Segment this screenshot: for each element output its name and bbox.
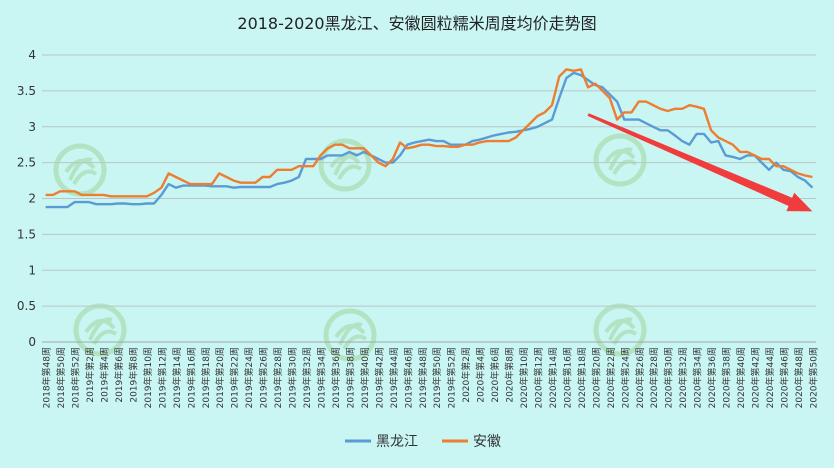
x-tick-label: 2019年第14周 [171,347,183,408]
x-tick-label: 2020年第6周 [489,347,501,403]
x-tick-label: 2020年第34周 [692,347,704,408]
watermark-logo [76,306,124,354]
y-tick-label: 3.5 [17,84,36,98]
x-tick-label: 2020年第48周 [793,347,805,408]
x-tick-label: 2019年第18周 [200,347,212,408]
y-tick-label: 0 [28,335,36,349]
x-tick-label: 2018年第52周 [70,347,82,408]
watermark-logo [596,306,644,354]
x-tick-label: 2020年第16周 [561,347,573,408]
y-tick-label: 0.5 [17,299,36,313]
x-tick-label: 2019年第44周 [388,347,400,408]
trend-arrow-shape [587,113,813,212]
x-tick-label: 2019年第16周 [185,347,197,408]
x-tick-label: 2020年第26周 [634,347,646,408]
x-tick-label: 2020年第42周 [750,347,762,408]
x-tick-label: 2019年第12周 [156,347,168,408]
x-tick-label: 2019年第4周 [98,347,110,403]
watermark-logo [596,136,644,184]
y-tick-label: 1 [28,263,36,277]
x-tick-label: 2019年第6周 [113,347,125,403]
legend-label: 黑龙江 [376,434,418,450]
y-axis: 0 0.5 1 1.5 2 2.5 3 3.5 4 [17,48,36,349]
x-tick-label: 2020年第24周 [619,347,631,408]
x-tick-label: 2020年第28周 [648,347,660,408]
x-tick-label: 2020年第14周 [547,347,559,408]
series-layer [45,68,814,209]
gridlines [42,54,816,343]
x-tick-label: 2020年第10周 [518,347,530,408]
x-tick-label: 2019年第2周 [84,347,96,403]
x-tick-label: 2019年第10周 [142,347,154,408]
x-tick-label: 2020年第50周 [807,347,819,408]
chart-title: 2018-2020黑龙江、安徽圆粒糯米周度均价走势图 [237,14,596,33]
series-line-黑龙江 [45,71,814,209]
x-tick-label: 2018年第50周 [55,347,67,408]
legend: 黑龙江 安徽 [345,434,501,450]
y-tick-label: 1.5 [17,227,36,241]
x-tick-label: 2020年第8周 [504,347,516,403]
x-tick-label: 2020年第32周 [677,347,689,408]
x-tick-label: 2020年第44周 [764,347,776,408]
watermark-logo [56,146,104,194]
x-tick-label: 2020年第38周 [721,347,733,408]
x-tick-label: 2020年第18周 [576,347,588,408]
x-tick-label: 2020年第30周 [663,347,675,408]
trend-arrow [587,113,813,212]
x-tick-label: 2020年第46周 [778,347,790,408]
x-tick-label: 2019年第24周 [243,347,255,408]
x-tick-label: 2019年第26周 [258,347,270,408]
x-tick-label: 2020年第4周 [475,347,487,403]
y-tick-label: 2 [28,192,36,206]
x-tick-label: 2020年第12周 [533,347,545,408]
x-axis: 2018年第48周 2018年第50周 2018年第52周 2019年第2周 2019年… [41,347,820,408]
x-tick-label: 2020年第2周 [460,347,472,403]
x-tick-label: 2019年第50周 [431,347,443,408]
x-tick-label: 2019年第40周 [359,347,371,408]
x-tick-label: 2020年第22周 [605,347,617,408]
x-tick-label: 2019年第42周 [373,347,385,408]
x-tick-label: 2019年第8周 [127,347,139,403]
x-tick-label: 2018年第48周 [41,347,53,408]
x-tick-label: 2019年第22周 [229,347,241,408]
x-tick-label: 2019年第38周 [344,347,356,408]
x-tick-label: 2019年第36周 [330,347,342,408]
y-tick-label: 3 [28,120,36,134]
legend-label: 安徽 [473,434,501,450]
x-tick-label: 2020年第20周 [590,347,602,408]
x-tick-label: 2020年第36周 [706,347,718,408]
x-tick-label: 2019年第28周 [272,347,284,408]
x-tick-label: 2019年第52周 [446,347,458,408]
x-tick-label: 2019年第34周 [315,347,327,408]
x-tick-label: 2019年第32周 [301,347,313,408]
watermark-layer [56,136,644,359]
x-tick-label: 2019年第20周 [214,347,226,408]
x-tick-label: 2019年第30周 [287,347,299,408]
series-line-安徽 [45,68,813,198]
y-tick-label: 4 [28,48,36,62]
x-tick-label: 2019年第48周 [417,347,429,408]
x-tick-label: 2019年第46周 [402,347,414,408]
y-tick-label: 2.5 [17,156,36,170]
x-tick-label: 2020年第40周 [735,347,747,408]
